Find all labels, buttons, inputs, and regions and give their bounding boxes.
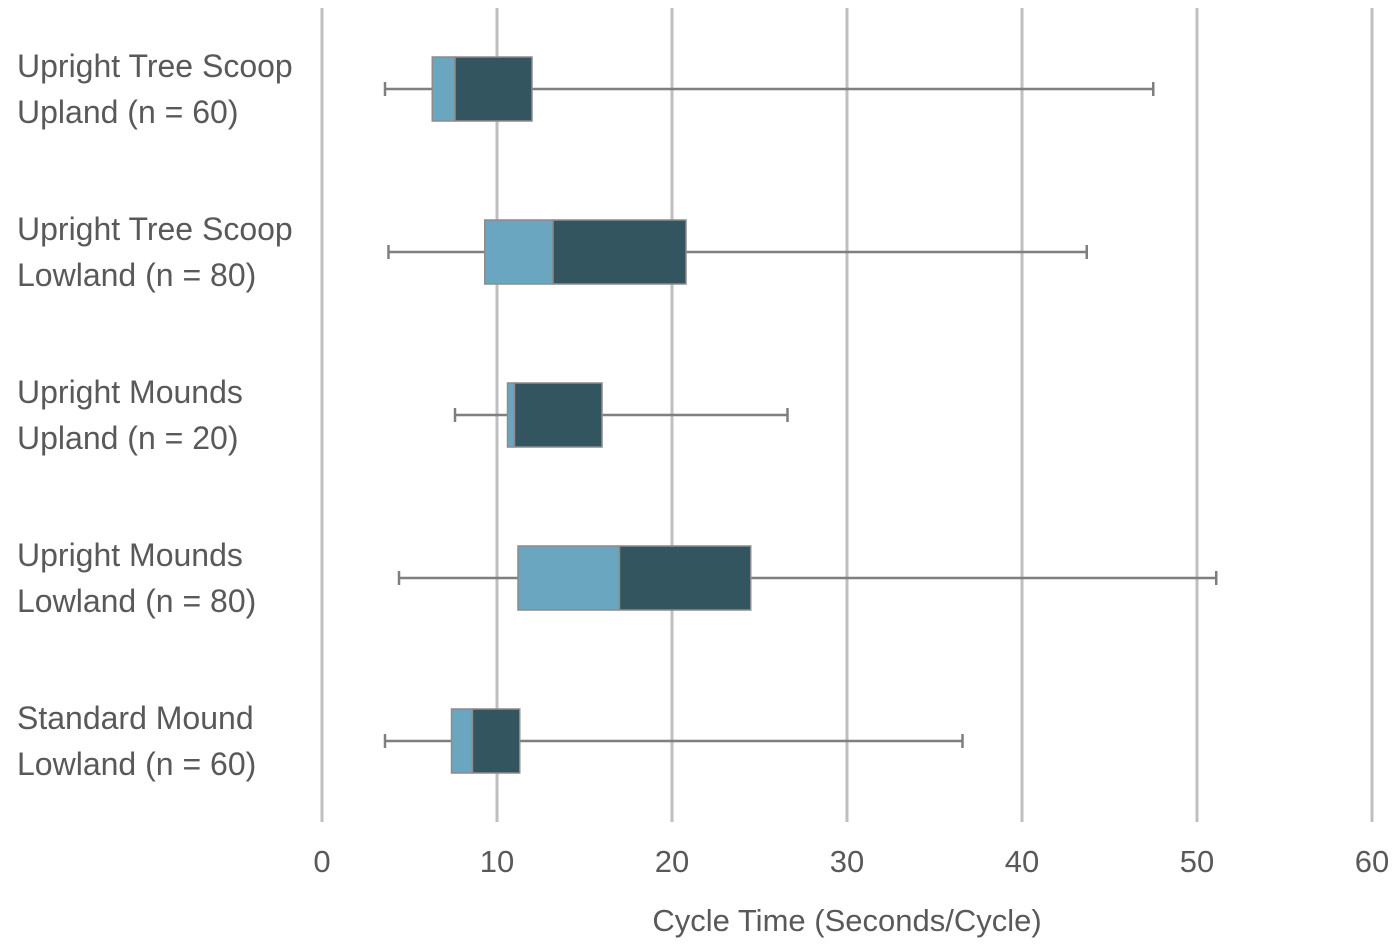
x-tick-label: 20 bbox=[655, 844, 689, 879]
category-label: Upright Mounds bbox=[17, 374, 243, 410]
x-tick-label: 50 bbox=[1180, 844, 1214, 879]
category-label: Lowland (n = 60) bbox=[17, 746, 256, 782]
box-upper-quartile bbox=[471, 708, 521, 774]
category-label: Upland (n = 60) bbox=[17, 94, 238, 130]
category-label: Upright Tree Scoop bbox=[17, 48, 293, 84]
box-lower-quartile bbox=[506, 382, 516, 448]
category-label: Upright Tree Scoop bbox=[17, 211, 293, 247]
x-tick-label: 60 bbox=[1355, 844, 1389, 879]
category-label: Standard Mound bbox=[17, 700, 254, 736]
category-label: Upland (n = 20) bbox=[17, 420, 238, 456]
box-upper-quartile bbox=[552, 219, 687, 285]
box-lower-quartile bbox=[431, 56, 456, 122]
box-upper-quartile bbox=[454, 56, 533, 122]
category-label: Upright Mounds bbox=[17, 537, 243, 573]
box-lower-quartile bbox=[450, 708, 474, 774]
box-upper-quartile bbox=[618, 545, 752, 611]
box-lower-quartile bbox=[517, 545, 621, 611]
category-label: Lowland (n = 80) bbox=[17, 583, 256, 619]
category-labels: Upright Tree Scoop Upland (n = 60) Upright… bbox=[17, 48, 293, 782]
box-upper-quartile bbox=[513, 382, 603, 448]
x-tick-label: 0 bbox=[313, 844, 330, 879]
box-lower-quartile bbox=[484, 219, 554, 285]
category-label: Lowland (n = 80) bbox=[17, 257, 256, 293]
x-tick-label: 10 bbox=[480, 844, 514, 879]
x-axis-title: Cycle Time (Seconds/Cycle) bbox=[652, 903, 1041, 938]
x-tick-label: 30 bbox=[830, 844, 864, 879]
x-tick-labels: 0 10 20 30 40 50 60 bbox=[313, 844, 1389, 879]
x-tick-label: 40 bbox=[1005, 844, 1039, 879]
boxes bbox=[431, 56, 752, 774]
